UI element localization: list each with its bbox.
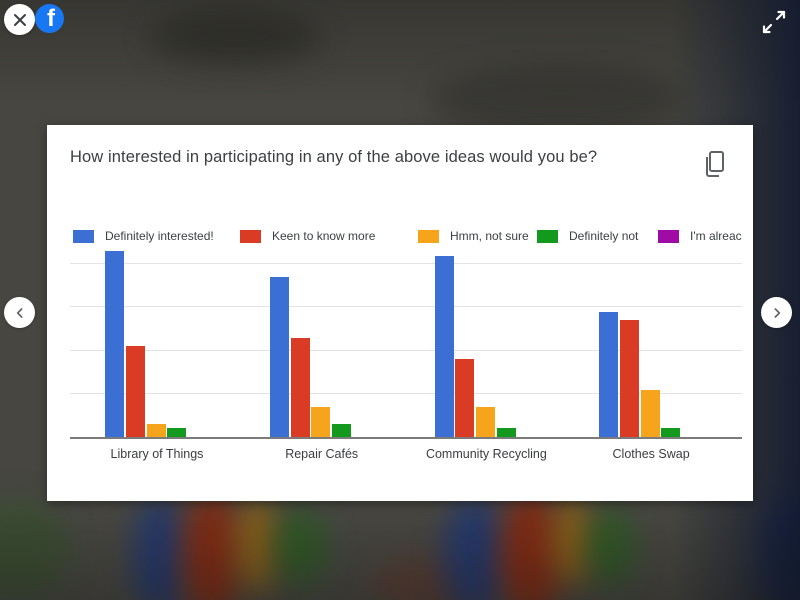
bar xyxy=(640,389,660,437)
next-button[interactable] xyxy=(761,297,792,328)
backdrop-blob xyxy=(272,508,328,586)
gridline xyxy=(70,263,742,265)
legend-label: I'm alreac xyxy=(690,229,742,243)
backdrop-blob xyxy=(183,492,241,600)
legend-item: Keen to know more xyxy=(240,229,375,243)
legend-item: Hmm, not sure xyxy=(418,229,529,243)
bar-group-1 xyxy=(75,247,240,437)
prev-button[interactable] xyxy=(4,297,35,328)
gridline xyxy=(70,306,742,308)
expand-icon xyxy=(762,10,786,34)
legend-label: Hmm, not sure xyxy=(450,229,529,243)
chart-plot-area xyxy=(70,247,742,439)
chart-category-labels: Library of Things Repair Cafés Community R… xyxy=(70,447,742,465)
chart-legend: Definitely interested! Keen to know more H… xyxy=(47,229,753,247)
facebook-logo[interactable]: f xyxy=(35,4,64,33)
backdrop-blob xyxy=(133,498,185,600)
category-label: Clothes Swap xyxy=(612,447,690,461)
bar xyxy=(311,406,331,437)
legend-swatch xyxy=(537,229,558,243)
backdrop-blob xyxy=(584,508,636,586)
bar xyxy=(269,277,289,437)
legend-item: I'm alreac xyxy=(658,229,742,243)
backdrop-blob xyxy=(500,492,562,600)
category-label: Community Recycling xyxy=(425,447,547,461)
category-label: Library of Things xyxy=(110,447,204,461)
copy-icon xyxy=(700,149,728,179)
bar-group-2 xyxy=(239,247,404,437)
chevron-right-icon xyxy=(774,307,780,318)
bar xyxy=(434,255,454,437)
expand-button[interactable] xyxy=(758,6,790,38)
backdrop-blob xyxy=(150,10,320,65)
legend-label: Keen to know more xyxy=(272,229,376,243)
bar xyxy=(146,424,166,437)
chart-title: How interested in participating in any o… xyxy=(70,148,598,166)
close-button[interactable] xyxy=(4,4,35,35)
backdrop-bottom-shade xyxy=(0,510,800,600)
photo-chart-card: How interested in participating in any o… xyxy=(47,125,753,501)
bar xyxy=(332,424,352,437)
facebook-f-icon: f xyxy=(47,5,55,32)
bar xyxy=(455,359,475,437)
bar xyxy=(661,428,681,437)
bar xyxy=(476,406,496,437)
legend-swatch xyxy=(73,229,94,243)
bar xyxy=(290,337,310,437)
backdrop-top-shade xyxy=(0,0,800,120)
bar xyxy=(105,251,125,437)
legend-item: Definitely not xyxy=(537,229,638,243)
legend-swatch xyxy=(658,229,679,243)
close-icon xyxy=(13,13,26,26)
bar-group-4 xyxy=(569,247,734,437)
bar xyxy=(496,428,516,437)
legend-swatch xyxy=(418,229,439,243)
chevron-left-icon xyxy=(16,307,22,318)
bar-group-3 xyxy=(404,247,569,437)
category-label: Repair Cafés xyxy=(285,447,359,461)
legend-item: Definitely interested! xyxy=(73,229,214,243)
legend-label: Definitely not xyxy=(569,229,639,243)
backdrop-blob xyxy=(430,65,690,135)
bar xyxy=(167,428,187,437)
legend-swatch xyxy=(240,229,261,243)
gridline xyxy=(70,392,742,394)
bar xyxy=(620,320,640,437)
bar xyxy=(599,311,619,437)
backdrop-blob xyxy=(443,498,505,600)
legend-label: Definitely interested! xyxy=(105,229,214,243)
gridline xyxy=(70,349,742,351)
bar xyxy=(125,346,145,437)
